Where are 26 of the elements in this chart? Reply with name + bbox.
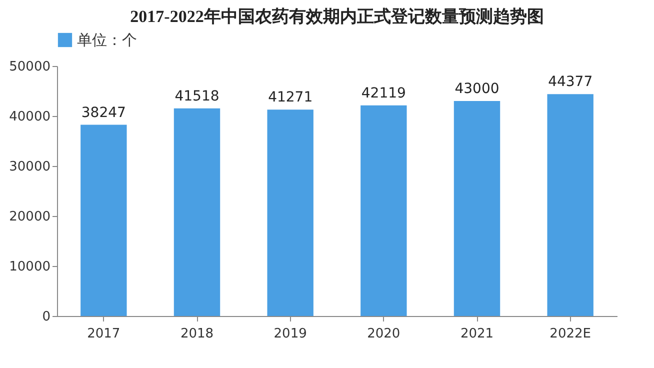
bar — [267, 110, 314, 316]
x-tick-label: 2018 — [180, 326, 214, 342]
x-tick-label: 2017 — [87, 326, 120, 342]
x-tick-label: 2020 — [367, 326, 400, 342]
y-tick-label: 20000 — [9, 210, 50, 224]
bar — [80, 124, 127, 316]
data-label: 41518 — [174, 88, 220, 104]
y-tick-label: 10000 — [9, 260, 50, 274]
data-label: 41271 — [268, 90, 313, 106]
x-tick-label: 2021 — [460, 326, 494, 342]
bar — [547, 94, 594, 316]
y-tick-label: 40000 — [9, 110, 50, 124]
bar — [174, 108, 220, 316]
legend-label: 单位：个 — [77, 31, 137, 49]
y-tick-label: 50000 — [9, 60, 50, 74]
x-tick-label: 2022E — [550, 326, 591, 342]
x-tick-label: 2019 — [274, 326, 307, 342]
bar — [454, 101, 500, 316]
data-label: 38247 — [81, 104, 126, 121]
data-label: 42119 — [361, 85, 406, 102]
y-tick-label: 30000 — [9, 160, 50, 174]
y-tick-label: 0 — [42, 310, 50, 324]
data-label: 43000 — [454, 81, 500, 97]
chart-title: 2017-2022年中国农药有效期内正式登记数量预测趋势图 — [130, 7, 544, 26]
bar — [360, 105, 407, 316]
data-label: 44377 — [548, 74, 593, 90]
